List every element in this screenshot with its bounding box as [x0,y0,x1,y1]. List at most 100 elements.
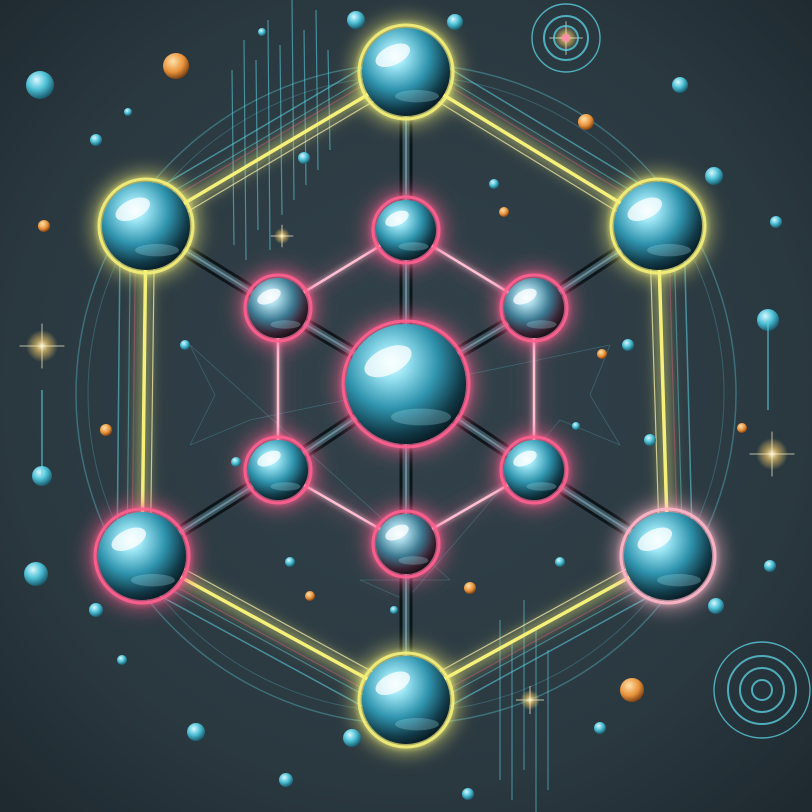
particle-dot [298,152,310,164]
atom-highlight [513,288,537,305]
particle-dot [187,723,205,741]
particle-dot [347,11,365,29]
particle-dot [672,77,688,93]
atom-highlight [513,450,537,467]
atom-sphere [376,514,436,574]
ring-emblem [751,679,773,701]
circuit-line [327,49,331,151]
lattice-line [589,394,621,446]
circuit-line [279,44,283,216]
lattice-line [189,394,216,446]
particle-dot [572,422,580,430]
particle-dot [89,603,103,617]
atom-highlight [375,43,411,68]
particle-dot [279,773,293,787]
particle-dot-orange [305,591,315,601]
atom-reflection [647,244,691,257]
lattice-line [359,579,407,601]
atom-sphere [248,278,308,338]
atom-sphere [102,182,190,270]
particle-dot [285,557,295,567]
particle-dot-orange [163,53,189,79]
particle-dot [764,560,776,572]
atom-highlight [637,527,673,552]
particle-dot [770,216,782,228]
particle-dot [343,729,361,747]
atom-highlight [385,524,409,541]
lattice-line [189,419,251,446]
atom-highlight [364,345,412,378]
atom-sphere [624,512,712,600]
particle-dot [644,434,656,446]
circuit-line [231,69,235,246]
atom-sphere [98,512,186,600]
ring-emblem [543,15,589,61]
atom-reflection [398,242,429,251]
particle-dot [555,557,565,567]
atom-highlight [627,197,663,222]
ring-emblem [727,655,797,725]
atom-sphere [362,656,450,744]
atom-reflection [270,482,301,491]
atom-ring [619,507,717,605]
foreground-decorations [19,3,811,800]
atom-ring [499,435,569,505]
atom-ring [243,273,313,343]
particle-dot [90,134,102,146]
atom-reflection [131,574,175,587]
atom-ring [341,319,471,449]
atom-sphere [504,440,564,500]
particle-dot-orange [100,424,112,436]
particle-dot [489,179,499,189]
atom-ring [371,509,441,579]
particle-dot [708,598,724,614]
particle-dot [24,562,48,586]
atom-highlight [115,197,151,222]
atom-ring [97,177,195,275]
atom-ring [609,177,707,275]
ring-emblem-core [562,34,570,42]
atom-highlight [257,288,281,305]
atom-sphere [248,440,308,500]
atom-highlight [111,527,147,552]
atom-reflection [657,574,701,587]
atom-highlight [257,450,281,467]
atom-ring [371,195,441,265]
atom-ring [357,23,455,121]
atom-sphere [504,278,564,338]
particle-dot-orange [737,423,747,433]
lattice-line [189,344,216,396]
atom-reflection [270,320,301,329]
circuit-line [255,59,259,231]
atom-sphere [346,324,466,444]
circuit-line [267,19,271,251]
atom-highlight [375,671,411,696]
ring-emblem [713,641,811,739]
particle-dot [117,655,127,665]
particle-dot-orange [464,582,476,594]
atom-reflection [135,244,179,257]
atom-reflection [398,556,429,565]
atom-reflection [526,482,557,491]
particle-dot [622,339,634,351]
particle-dot-orange [597,349,607,359]
particle-dot-orange [499,207,509,217]
atom-ring [243,435,313,505]
atom-reflection [526,320,557,329]
atom-ring [357,651,455,749]
particle-dot-orange [578,114,594,130]
particle-dot [26,71,54,99]
particle-dot [462,788,474,800]
atom-sphere [362,28,450,116]
particle-dot [180,340,190,350]
particle-dot-orange [38,220,50,232]
atom-highlight [385,210,409,227]
circuit-line [291,0,295,201]
particle-dot [231,457,241,467]
atom-ring [93,507,191,605]
particle-dot [447,14,463,30]
particle-dot-orange [620,678,644,702]
atom-reflection [395,90,439,103]
ring-emblem [553,25,579,51]
